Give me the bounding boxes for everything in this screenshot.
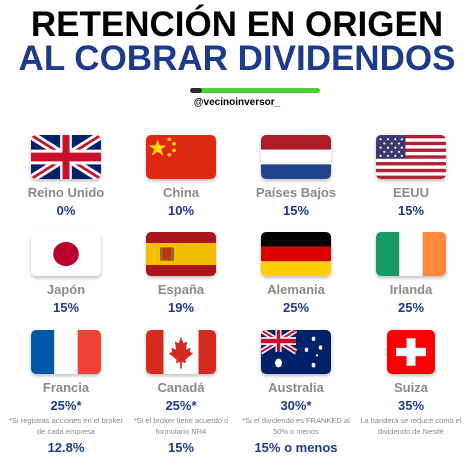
country-name: China: [162, 185, 200, 200]
reduced-rate: 15% o menos: [254, 440, 338, 455]
withholding-rate: 19%: [167, 300, 195, 315]
footnote: *Si el broker tiene acuerdo o formulario…: [133, 416, 229, 436]
withholding-rate: 15%: [397, 203, 425, 218]
footnote: *Si registras acciones en el broker de c…: [9, 416, 123, 436]
japan-flag-icon: [31, 232, 101, 276]
country-name: Irlanda: [389, 282, 433, 297]
country-name: EEUU: [392, 185, 430, 200]
country-name: Países Bajos: [255, 185, 337, 200]
country-name: Alemania: [267, 282, 325, 297]
withholding-rate: 0%: [56, 203, 76, 218]
spain-flag-icon: [146, 232, 216, 276]
country-name: Canadá: [157, 380, 205, 395]
canada-flag-icon: [146, 330, 216, 374]
uk-flag-icon: [31, 135, 101, 179]
china-flag-icon: [146, 135, 216, 179]
withholding-rate: 25%: [397, 300, 425, 315]
withholding-rate: 35%: [397, 398, 425, 413]
withholding-rate: 25%*: [50, 398, 82, 413]
ireland-flag-icon: [376, 232, 446, 276]
withholding-rate: 25%: [282, 300, 310, 315]
author-handle: @vecinoinversor_: [193, 97, 281, 108]
australia-flag-icon: [261, 330, 331, 374]
title-line-1: RETENCIÓN EN ORIGEN: [30, 5, 444, 44]
withholding-rate: 25%*: [165, 398, 197, 413]
footnote: *Si el dividendo es FRANKED al 50% o men…: [242, 416, 350, 436]
reduced-rate: 12.8%: [47, 440, 85, 455]
withholding-rate: 10%: [167, 203, 195, 218]
country-name: Australia: [268, 380, 324, 395]
withholding-rate: 15%: [52, 300, 80, 315]
reduced-rate: 15%: [167, 440, 195, 455]
country-name: Suiza: [394, 380, 428, 395]
netherlands-flag-icon: [261, 135, 331, 179]
switzerland-flag-icon: [387, 330, 435, 374]
withholding-rate: 15%: [282, 203, 310, 218]
country-name: Japón: [46, 282, 86, 297]
usa-flag-icon: [376, 135, 446, 179]
accent-bar: [190, 88, 320, 93]
country-name: España: [157, 282, 205, 297]
germany-flag-icon: [261, 232, 331, 276]
withholding-rate: 30%*: [280, 398, 312, 413]
footnote: La bandera se reduce como el dividendo d…: [360, 416, 462, 436]
title-line-2: AL COBRAR DIVIDENDOS: [18, 39, 456, 78]
france-flag-icon: [31, 330, 101, 374]
country-name: Reino Unido: [27, 185, 105, 200]
country-name: Francia: [42, 380, 90, 395]
